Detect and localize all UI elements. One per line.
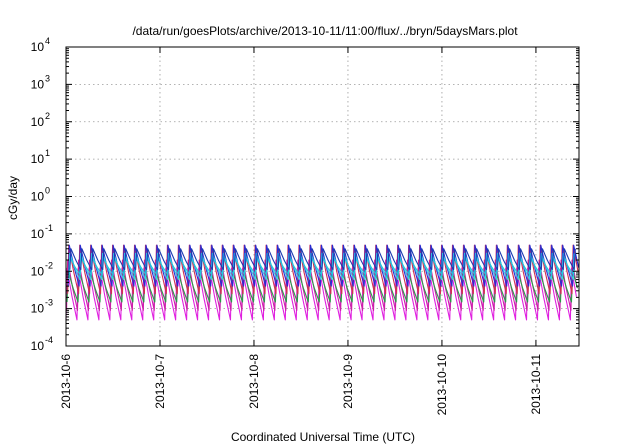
y-tick-exponent: -2 bbox=[45, 260, 53, 270]
y-tick-label: 10-2 bbox=[31, 260, 53, 278]
y-tick-exponent: -4 bbox=[45, 335, 53, 345]
series-line bbox=[67, 244, 580, 287]
series-layer bbox=[65, 244, 580, 321]
x-tick-layer: 2013-10-6 2013-10-7 2013-10-8 2013-10-9 2013… bbox=[59, 47, 543, 415]
y-tick-base: 10 bbox=[31, 152, 45, 166]
x-tick-label: 2013-10-11 bbox=[529, 354, 543, 415]
y-axis-label: cGy/day bbox=[6, 176, 20, 220]
y-tick-label: 103 bbox=[31, 73, 50, 91]
y-tick-label: 102 bbox=[31, 111, 50, 129]
y-tick-label: 10-4 bbox=[31, 335, 53, 353]
series-line bbox=[69, 248, 576, 271]
y-tick-label: 100 bbox=[31, 186, 50, 204]
x-tick-label: 2013-10-6 bbox=[59, 354, 73, 409]
y-tick-base: 10 bbox=[31, 190, 45, 204]
y-tick-base: 10 bbox=[31, 227, 45, 241]
x-tick-label: 2013-10-7 bbox=[153, 354, 167, 409]
y-tick-label: 104 bbox=[31, 36, 50, 54]
y-tick-base: 10 bbox=[31, 264, 45, 278]
y-tick-base: 10 bbox=[31, 40, 45, 54]
y-tick-exponent: 2 bbox=[45, 111, 50, 121]
y-tick-label: 101 bbox=[31, 148, 50, 166]
x-tick-label: 2013-10-10 bbox=[435, 354, 449, 416]
series-line bbox=[66, 259, 578, 311]
x-axis-label: Coordinated Universal Time (UTC) bbox=[231, 430, 415, 444]
y-tick-base: 10 bbox=[31, 302, 45, 316]
x-tick-label: 2013-10-9 bbox=[341, 354, 355, 409]
x-tick-label: 2013-10-8 bbox=[247, 354, 261, 409]
y-tick-exponent: 3 bbox=[45, 73, 50, 83]
y-tick-label: 10-3 bbox=[31, 298, 53, 316]
y-tick-base: 10 bbox=[31, 339, 45, 353]
y-tick-base: 10 bbox=[31, 77, 45, 91]
y-tick-base: 10 bbox=[31, 115, 45, 129]
y-tick-exponent: 1 bbox=[45, 148, 50, 158]
y-tick-exponent: -3 bbox=[45, 298, 53, 308]
y-tick-exponent: -1 bbox=[45, 223, 53, 233]
y-tick-exponent: 4 bbox=[45, 36, 50, 46]
y-tick-exponent: 0 bbox=[45, 186, 50, 196]
chart-title: /data/run/goesPlots/archive/2013-10-11/1… bbox=[132, 24, 518, 38]
y-tick-label: 10-1 bbox=[31, 223, 53, 241]
